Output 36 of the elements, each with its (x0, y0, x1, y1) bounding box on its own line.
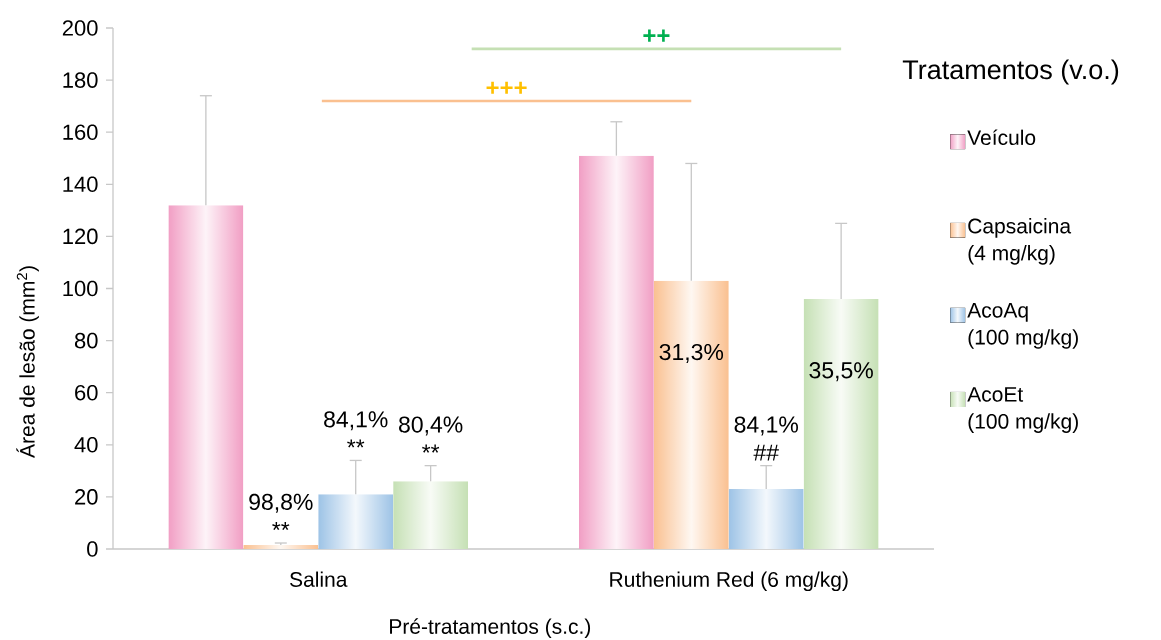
y-tick-label: 80 (74, 332, 98, 349)
bar (168, 205, 244, 549)
bar (578, 155, 654, 549)
bar (728, 489, 804, 549)
legend-label: AcoAq (100 mg/kg) (967, 302, 1078, 349)
y-tick-label: 160 (63, 124, 98, 140)
y-tick-label: 180 (63, 72, 98, 88)
y-tick-label: 100 (63, 280, 98, 297)
y-tick-label: 140 (63, 176, 98, 193)
x-tick-label: Salina (290, 571, 348, 587)
y-tick-label: 60 (75, 384, 98, 401)
annotation: 98,8% ** (249, 493, 313, 531)
bar (803, 298, 879, 549)
y-tick-label: 40 (74, 437, 98, 453)
y-tick-label: 200 (62, 20, 98, 36)
legend-label: AcoEt (100 mg/kg) (967, 387, 1078, 433)
legend-label: Capsaicina (4 mg/kg) (968, 218, 1072, 265)
annotation: 84,1% ** (324, 411, 388, 448)
x-tick-label: Ruthenium Red (6 mg/kg) (610, 571, 848, 592)
y-axis-title: Área de lesão (mm$^{2}$) (16, 266, 39, 458)
legend-title: Tratamentos (v.o.) (902, 59, 1119, 85)
x-axis-title: Pré-tratamentos (s.c.) (390, 618, 591, 639)
bar (653, 280, 729, 549)
y-tick-label: 0 (87, 541, 98, 557)
annotation: 80,4% ** (399, 416, 463, 453)
bar (318, 494, 394, 549)
bar (393, 481, 469, 549)
ref-line-label: +++ (486, 81, 527, 94)
y-tick-label: 20 (75, 489, 98, 505)
annotation: 31,3% (659, 343, 724, 363)
bar (243, 545, 319, 549)
annotation: 84,1% ## (734, 416, 798, 461)
legend-label: Veículo (967, 129, 1036, 146)
y-tick-label: 120 (63, 228, 98, 245)
annotation: 35,5% (809, 362, 873, 382)
ref-line-label: ++ (643, 29, 670, 42)
